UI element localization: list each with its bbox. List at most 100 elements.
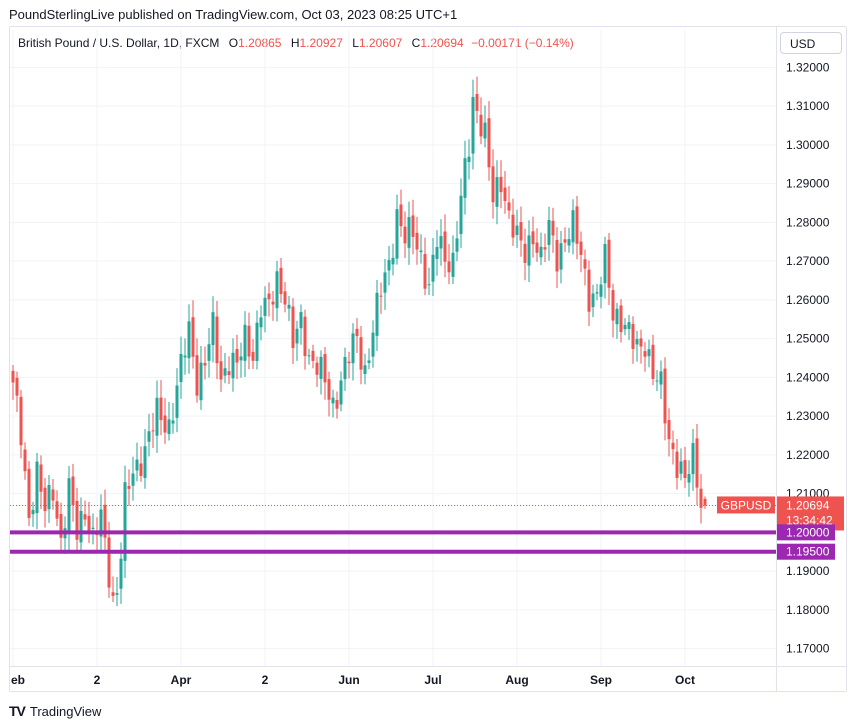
candle-body <box>283 291 287 305</box>
candle-body <box>623 324 627 330</box>
candle-body <box>435 247 439 259</box>
candle-body <box>47 485 51 510</box>
candle-body <box>563 239 567 243</box>
x-tick-label: 2 <box>262 673 269 687</box>
candle-body <box>219 361 223 380</box>
candle-body <box>87 515 91 532</box>
y-tick-label: 1.19000 <box>786 564 830 578</box>
candle-body <box>79 510 83 543</box>
candle-body <box>495 177 499 207</box>
candle-body <box>387 259 391 271</box>
candle-body <box>27 468 31 518</box>
price-tag-symbol-bg <box>717 496 775 514</box>
candle-body <box>447 261 451 273</box>
price-tag-value: 1.20694 <box>786 498 830 512</box>
candle-body <box>111 592 115 596</box>
candle-body <box>647 349 651 357</box>
y-tick-label: 1.29000 <box>786 177 830 191</box>
candle-body <box>195 355 199 396</box>
candle-body <box>59 513 63 538</box>
y-tick-label: 1.28000 <box>786 215 830 229</box>
candle-body <box>583 259 587 269</box>
candle-body <box>231 352 235 379</box>
candle-body <box>211 312 215 346</box>
candle-body <box>443 231 447 262</box>
candle-body <box>247 325 251 357</box>
x-tick-label: eb <box>11 673 25 687</box>
candle-body <box>399 204 403 227</box>
candle-body <box>467 156 471 163</box>
candle-body <box>423 253 427 289</box>
candle-body <box>651 344 655 379</box>
candle-body <box>191 317 195 357</box>
candle-body <box>287 304 291 309</box>
candle-body <box>91 527 95 529</box>
candle-body <box>175 385 179 418</box>
candle-body <box>319 356 323 379</box>
candle-body <box>39 464 43 492</box>
candle-body <box>667 420 671 440</box>
y-tick-label: 1.22000 <box>786 448 830 462</box>
candle-body <box>655 380 659 382</box>
candle-body <box>275 271 279 309</box>
candle-body <box>135 459 139 471</box>
candle-body <box>331 397 335 404</box>
candle-body <box>19 396 23 446</box>
candle-body <box>427 284 431 286</box>
candle-body <box>367 360 371 364</box>
level-tag-bg <box>777 543 835 560</box>
candle-body <box>575 206 579 244</box>
x-tick-label: Sep <box>590 673 612 687</box>
currency-button[interactable]: USD <box>780 32 842 54</box>
candle-body <box>403 226 407 244</box>
candle-body <box>235 349 239 363</box>
candle-body <box>339 380 343 405</box>
close-value: 1.20694 <box>420 36 464 50</box>
symbol-legend: British Pound / U.S. Dollar, 1D, FXCM O1… <box>18 36 574 50</box>
candle-body <box>35 461 39 514</box>
candle-body <box>183 355 187 358</box>
price-tag-symbol: GBPUSD <box>721 498 772 512</box>
close-label: C <box>411 36 421 50</box>
candle-body <box>155 397 159 436</box>
y-tick-label: 1.18000 <box>786 603 830 617</box>
candle-body <box>635 339 639 345</box>
candle-body <box>611 290 615 321</box>
candle-body <box>679 461 683 474</box>
level-tag-label: 1.19500 <box>786 545 830 559</box>
candle-body <box>703 498 707 506</box>
candle-body <box>11 370 15 383</box>
candle-body <box>499 176 503 193</box>
candle-body <box>311 350 315 361</box>
level-tag-bg <box>777 524 835 541</box>
low-label: L <box>352 36 359 50</box>
candle-body <box>347 361 351 364</box>
candle-body <box>559 243 563 270</box>
candle-body <box>163 415 167 433</box>
candle-body <box>159 397 163 421</box>
candle-body <box>203 362 207 366</box>
candle-body <box>619 305 623 333</box>
candle-body <box>323 354 327 383</box>
symbol-name[interactable]: British Pound / U.S. Dollar, 1D, FXCM <box>18 36 220 50</box>
high-value: 1.20927 <box>299 36 343 50</box>
tradingview-logo-icon: TV <box>9 703 26 719</box>
candle-body <box>687 473 691 483</box>
change-value: −0.00171 (−0.14%) <box>471 36 574 50</box>
candle-body <box>527 235 531 266</box>
candle-body <box>531 231 535 245</box>
low-value: 1.20607 <box>358 36 403 50</box>
open-value: 1.20865 <box>238 36 282 50</box>
candle-body <box>239 356 243 361</box>
y-tick-label: 1.27000 <box>786 254 830 268</box>
y-tick-label: 1.32000 <box>786 60 830 74</box>
candle-body <box>451 252 455 277</box>
candle-body <box>71 476 75 506</box>
candle-body <box>459 195 463 235</box>
candle-body <box>343 357 347 380</box>
candle-body <box>519 222 523 241</box>
candle-body <box>75 500 79 540</box>
candle-body <box>99 509 103 537</box>
candle-body <box>415 232 419 250</box>
